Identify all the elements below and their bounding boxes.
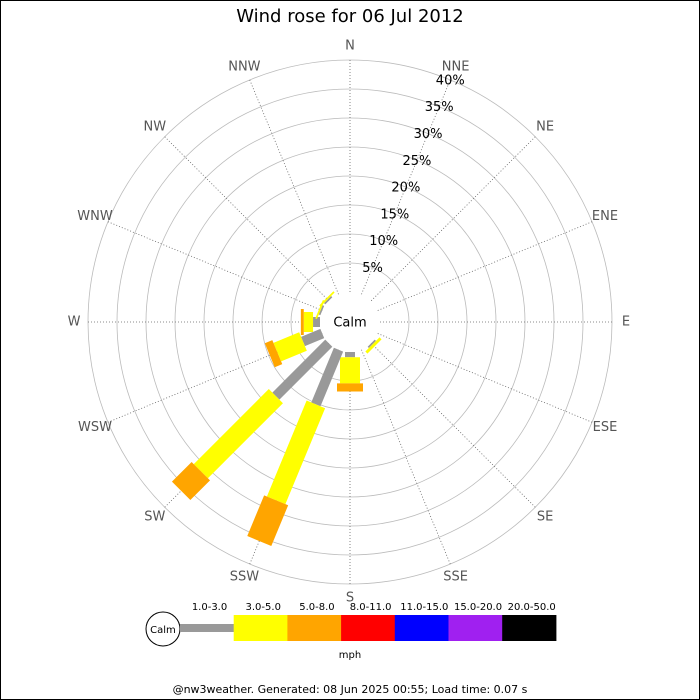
direction-label: WNW [77, 209, 113, 224]
footer: @nw3weather. Generated: 08 Jun 2025 00:5… [173, 683, 528, 696]
wind-bar [272, 339, 333, 400]
r-tick-label: 25% [403, 154, 432, 169]
legend-label: 5.0-8.0 [299, 602, 334, 613]
wind-bar [365, 337, 382, 354]
r-tick-label: 20% [391, 181, 420, 196]
legend-swatch [180, 624, 235, 632]
legend-label: 11.0-15.0 [400, 602, 448, 613]
r-tick-label: 15% [380, 207, 409, 222]
wind-bar [318, 305, 325, 316]
direction-label: N [345, 39, 355, 54]
center-label: Calm [333, 316, 366, 331]
unit-label: mph [339, 650, 361, 661]
legend-label: 15.0-20.0 [454, 602, 502, 613]
legend-calm-label: Calm [150, 625, 176, 636]
direction-label: NNW [228, 60, 260, 75]
wind-bar [311, 347, 344, 407]
wind-bar [337, 383, 363, 392]
r-tick-label: 35% [425, 100, 454, 115]
direction-label: ESE [593, 420, 618, 435]
grid-ring [203, 175, 497, 469]
wind-bar [345, 352, 355, 358]
wind-bar [264, 340, 283, 368]
r-tick-label: 30% [414, 127, 443, 142]
direction-label: NE [536, 119, 554, 134]
direction-label: SW [144, 510, 165, 525]
wind-bar [266, 400, 326, 505]
direction-label: ENE [592, 209, 618, 224]
direction-label: WSW [78, 420, 112, 435]
direction-label: E [622, 315, 630, 330]
r-tick-label: 10% [369, 234, 398, 249]
wind-bar [193, 389, 283, 479]
direction-label: SSW [230, 569, 260, 584]
legend-label: 1.0-3.0 [192, 602, 227, 613]
direction-label: SSE [443, 569, 468, 584]
legend-swatch [233, 615, 288, 641]
wind-bar [324, 296, 333, 305]
legend-label: 3.0-5.0 [246, 602, 281, 613]
legend-swatch [502, 615, 557, 641]
legend-swatch [394, 615, 449, 641]
wind-bar [171, 461, 211, 501]
legend-swatch [287, 615, 342, 641]
wind-bar [319, 291, 335, 307]
legend-swatch [341, 615, 396, 641]
wind-bar [367, 339, 376, 348]
grid-ring [116, 88, 584, 556]
calm-circle [322, 294, 378, 350]
direction-label: NW [144, 119, 167, 134]
direction-label: S [346, 591, 354, 606]
direction-label: SE [537, 510, 553, 525]
wind-bar [340, 357, 360, 384]
r-tick-label: 40% [436, 73, 465, 88]
wind-bar [247, 495, 289, 546]
wind-bar [273, 332, 307, 362]
direction-label: W [68, 315, 81, 330]
wind-bar [313, 317, 320, 327]
legend-label: 20.0-50.0 [508, 602, 556, 613]
r-tick-label: 5% [362, 261, 383, 276]
wind-bar [300, 309, 304, 335]
direction-label: NNE [442, 60, 470, 75]
chart-title: Wind rose for 06 Jul 2012 [236, 6, 464, 27]
legend-swatch [448, 615, 503, 641]
wind-bar [303, 312, 314, 332]
wind-bar [301, 328, 325, 347]
legend-label: 8.0-11.0 [350, 602, 392, 613]
